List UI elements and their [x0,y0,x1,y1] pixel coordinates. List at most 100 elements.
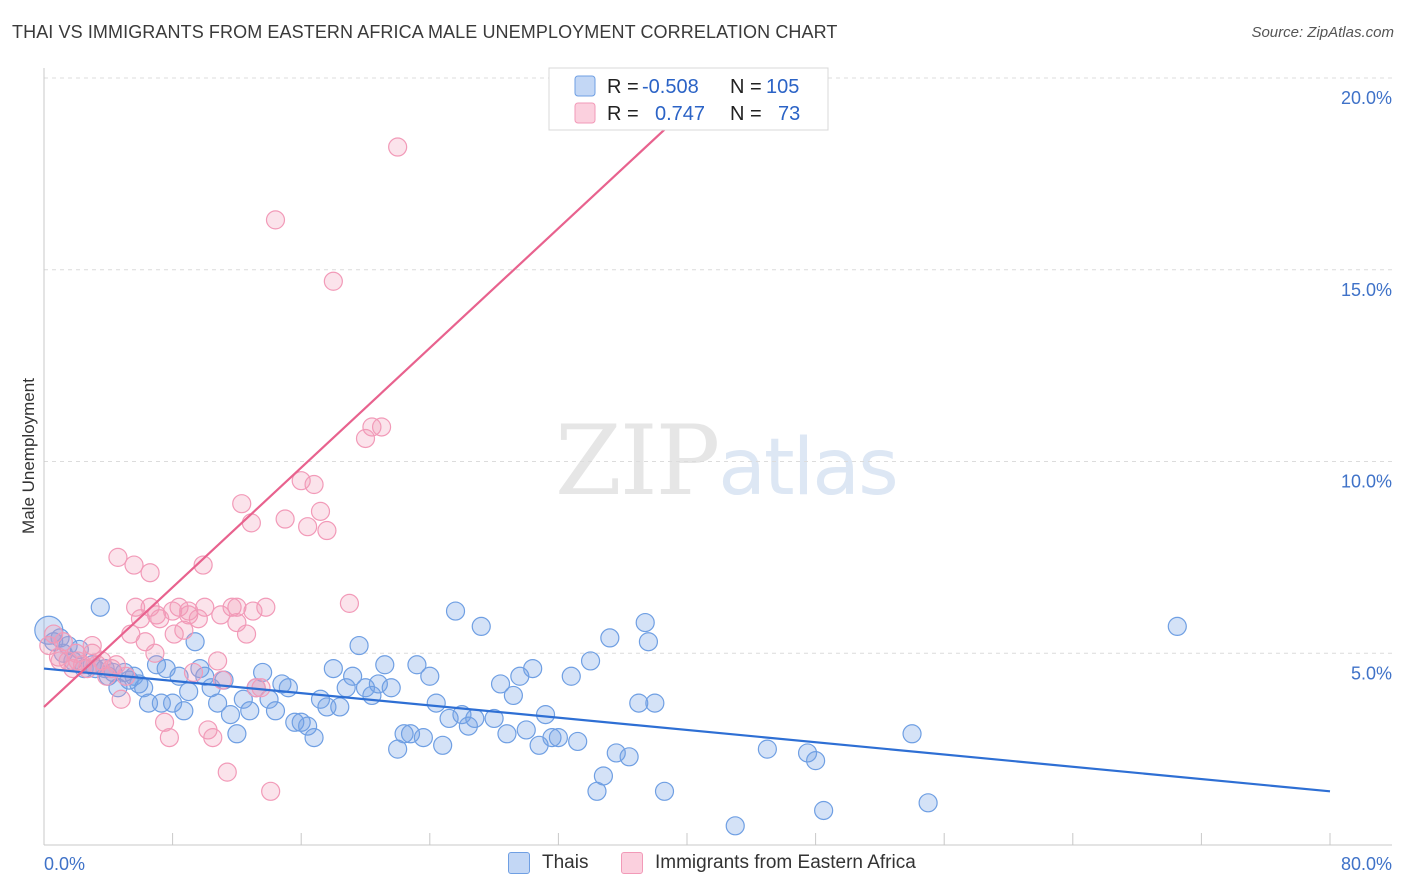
point-thais [725,816,745,836]
point-thais [413,728,433,748]
point-thais [814,800,834,821]
point-eastern-africa [291,471,311,491]
point-eastern-africa [236,624,257,644]
point-eastern-africa [159,728,179,748]
point-eastern-africa [261,781,281,801]
point-thais [635,612,655,633]
point-thais [1167,616,1187,637]
y-tick-label: 5.0% [1351,663,1392,683]
point-thais [304,728,324,748]
point-thais [523,658,543,679]
point-eastern-africa [241,513,261,533]
point-eastern-africa [108,547,128,567]
point-eastern-africa [310,501,331,521]
legend-n-label-2: N = [730,103,762,125]
point-eastern-africa [124,555,144,575]
point-eastern-africa [53,632,73,652]
point-thais [433,735,453,755]
point-thais [902,724,922,744]
point-eastern-africa [183,662,204,683]
grid [44,77,1392,654]
point-thais [548,728,569,748]
point-eastern-africa [111,689,131,709]
point-eastern-africa [188,609,208,629]
point-thais [151,693,171,713]
point-thais [638,632,659,652]
point-eastern-africa [243,601,263,621]
point-eastern-africa [195,597,215,617]
y-tick-label: 10.0% [1341,472,1392,492]
point-eastern-africa [126,597,146,617]
point-thais [240,701,260,721]
point-eastern-africa [222,597,242,617]
point-eastern-africa [339,593,360,613]
point-thais [445,601,466,621]
point-eastern-africa [317,520,337,541]
point-thais [542,728,562,748]
point-eastern-africa [82,635,102,656]
correlation-legend: R = -0.508 N = 105 R = 0.747 N = 73 [548,67,829,131]
legend-item-eastern-africa: Immigrants from Eastern Africa [621,852,916,874]
point-eastern-africa [388,137,408,157]
legend-r-value-1: -0.508 [642,76,699,98]
point-eastern-africa [174,620,194,640]
point-thais [407,655,427,675]
legend-item-thais: Thais [508,852,588,874]
point-thais [375,655,395,675]
point-thais [797,743,818,763]
point-thais [645,693,665,713]
legend-r-label-2: R = [607,103,639,125]
legend-swatch-thais-bottom [508,852,530,874]
point-thais [568,731,588,752]
trend-line-eastern-africa [43,107,688,708]
point-thais [805,751,826,771]
point-thais [458,716,478,736]
point-thais [654,781,675,801]
point-thais [323,658,343,679]
point-thais [163,693,183,713]
point-thais [349,635,369,656]
point-thais [426,693,446,713]
point-thais [208,693,228,713]
y-tick-label: 15.0% [1341,280,1392,300]
point-thais [757,739,777,759]
point-thais [343,666,363,686]
x-tick-max: 80.0% [1341,854,1392,874]
point-eastern-africa [208,651,228,671]
point-eastern-africa [355,428,376,449]
point-eastern-africa [66,643,86,663]
point-eastern-africa [298,517,318,537]
point-thais [381,678,401,698]
point-thais [368,674,388,694]
point-thais [355,678,376,698]
legend-label-thais: Thais [542,852,589,873]
point-thais [497,724,517,744]
point-thais [278,678,298,698]
legend-swatch-eastern-africa [574,102,596,124]
point-eastern-africa [179,605,199,625]
point-thais [185,632,205,652]
point-thais [90,597,110,617]
y-axis-label: Male Unemployment [19,378,38,534]
series-eastern-africa [39,137,408,801]
point-eastern-africa [304,474,324,495]
watermark-atlas: atlas [718,423,898,513]
legend-r-label-1: R = [607,76,639,98]
legend-swatch-thais [574,75,596,97]
chart-title: THAI VS IMMIGRANTS FROM EASTERN AFRICA M… [12,22,838,42]
point-eastern-africa [362,417,382,437]
axes [43,68,1392,846]
point-thais [490,674,511,694]
point-thais [580,651,601,671]
point-eastern-africa [154,712,175,732]
series-thais [34,597,1187,836]
point-thais [452,705,472,725]
point-thais [439,708,459,729]
point-eastern-africa [44,624,64,644]
point-thais [561,666,581,686]
point-eastern-africa [203,728,223,748]
legend-n-value-1: 105 [766,76,799,98]
point-eastern-africa [371,417,392,437]
point-eastern-africa [163,601,183,621]
